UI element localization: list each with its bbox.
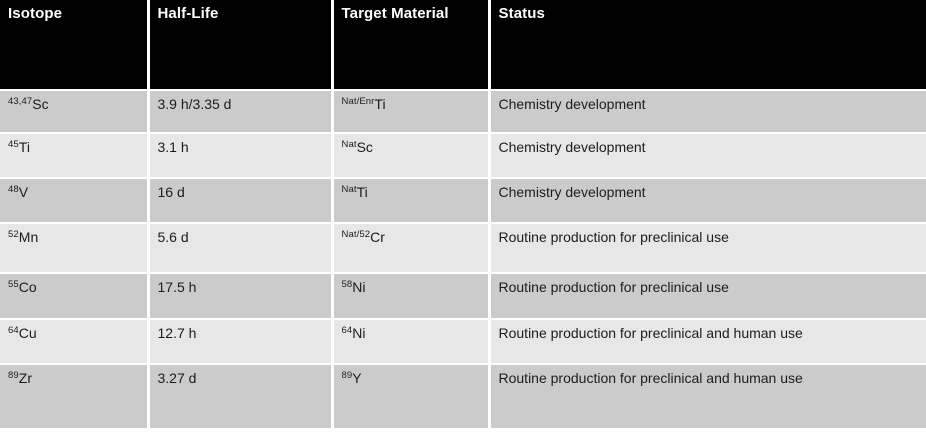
target-mass-superscript: 64: [341, 325, 353, 336]
isotope-mass-superscript: 55: [8, 279, 19, 290]
cell-isotope: 43,47Sc: [0, 89, 150, 133]
cell-half-life: 3.27 d: [148, 363, 334, 428]
cell-isotope: 55Co: [0, 272, 150, 319]
table-row: 64Cu 12.7 h 64Ni Routine production for …: [0, 318, 926, 364]
target-symbol: Ti: [374, 96, 386, 112]
cell-isotope: 45Ti: [0, 132, 150, 178]
cell-status: Chemistry development: [489, 177, 926, 223]
cell-target-material: NatTi: [332, 177, 491, 223]
target-symbol: Sc: [356, 139, 373, 155]
column-header-half-life: Half-Life: [148, 0, 334, 90]
cell-half-life: 17.5 h: [148, 272, 334, 319]
table-row: 48V 16 d NatTi Chemistry development: [0, 177, 926, 223]
target-mass-superscript: 58: [341, 279, 353, 290]
cell-half-life: 3.9 h/3.35 d: [148, 89, 334, 133]
cell-half-life: 16 d: [148, 177, 334, 223]
isotope-symbol: Cu: [18, 325, 37, 341]
cell-half-life: 3.1 h: [148, 132, 334, 178]
isotope-mass-superscript: 43,47: [8, 96, 33, 107]
isotope-mass-superscript: 89: [8, 370, 19, 381]
cell-isotope: 64Cu: [0, 318, 150, 364]
cell-target-material: 89Y: [332, 363, 491, 428]
cell-status: Routine production for preclinical use: [489, 272, 926, 319]
cell-half-life: 12.7 h: [148, 318, 334, 364]
cell-half-life: 5.6 d: [148, 222, 334, 273]
isotope-mass-superscript: 48: [8, 184, 19, 195]
target-mass-superscript: Nat/Enr: [341, 96, 375, 107]
isotope-symbol: V: [18, 184, 29, 200]
cell-target-material: Nat/52Cr: [332, 222, 491, 273]
isotope-symbol: Ti: [18, 139, 30, 155]
target-symbol: Y: [352, 370, 362, 386]
table-row: 89Zr 3.27 d 89Y Routine production for p…: [0, 363, 926, 428]
cell-target-material: 58Ni: [332, 272, 491, 319]
isotope-symbol: Zr: [18, 370, 32, 386]
cell-isotope: 48V: [0, 177, 150, 223]
isotope-symbol: Co: [18, 279, 37, 295]
isotope-mass-superscript: 52: [8, 229, 19, 240]
cell-status: Chemistry development: [489, 89, 926, 133]
cell-isotope: 52Mn: [0, 222, 150, 273]
column-header-isotope: Isotope: [0, 0, 150, 90]
isotope-symbol: Sc: [32, 96, 49, 112]
table-row: 45Ti 3.1 h NatSc Chemistry development: [0, 132, 926, 178]
target-symbol: Cr: [370, 229, 385, 245]
isotope-mass-superscript: 64: [8, 325, 19, 336]
target-mass-superscript: 89: [341, 370, 353, 381]
target-mass-superscript: Nat/52: [341, 229, 371, 240]
table-header-row: Isotope Half-Life Target Material Status: [0, 0, 926, 90]
cell-status: Routine production for preclinical and h…: [489, 318, 926, 364]
target-mass-superscript: Nat: [341, 139, 357, 150]
cell-target-material: Nat/EnrTi: [332, 89, 491, 133]
cell-isotope: 89Zr: [0, 363, 150, 428]
target-symbol: Ti: [356, 184, 368, 200]
table-row: 52Mn 5.6 d Nat/52Cr Routine production f…: [0, 222, 926, 273]
target-symbol: Ni: [352, 325, 366, 341]
cell-target-material: NatSc: [332, 132, 491, 178]
target-symbol: Ni: [352, 279, 366, 295]
target-mass-superscript: Nat: [341, 184, 357, 195]
cell-status: Routine production for preclinical and h…: [489, 363, 926, 428]
cell-status: Routine production for preclinical use: [489, 222, 926, 273]
cell-target-material: 64Ni: [332, 318, 491, 364]
table-row: 43,47Sc 3.9 h/3.35 d Nat/EnrTi Chemistry…: [0, 89, 926, 133]
isotope-mass-superscript: 45: [8, 139, 19, 150]
isotope-symbol: Mn: [18, 229, 39, 245]
column-header-target-material: Target Material: [332, 0, 491, 90]
column-header-status: Status: [489, 0, 926, 90]
cell-status: Chemistry development: [489, 132, 926, 178]
table-row: 55Co 17.5 h 58Ni Routine production for …: [0, 272, 926, 319]
